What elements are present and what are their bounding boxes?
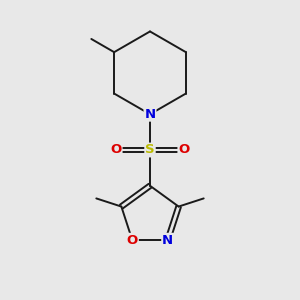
Text: N: N (144, 108, 156, 121)
Text: N: N (162, 234, 173, 247)
Text: O: O (110, 143, 122, 157)
Text: O: O (127, 234, 138, 247)
Text: S: S (145, 143, 155, 157)
Text: O: O (178, 143, 190, 157)
